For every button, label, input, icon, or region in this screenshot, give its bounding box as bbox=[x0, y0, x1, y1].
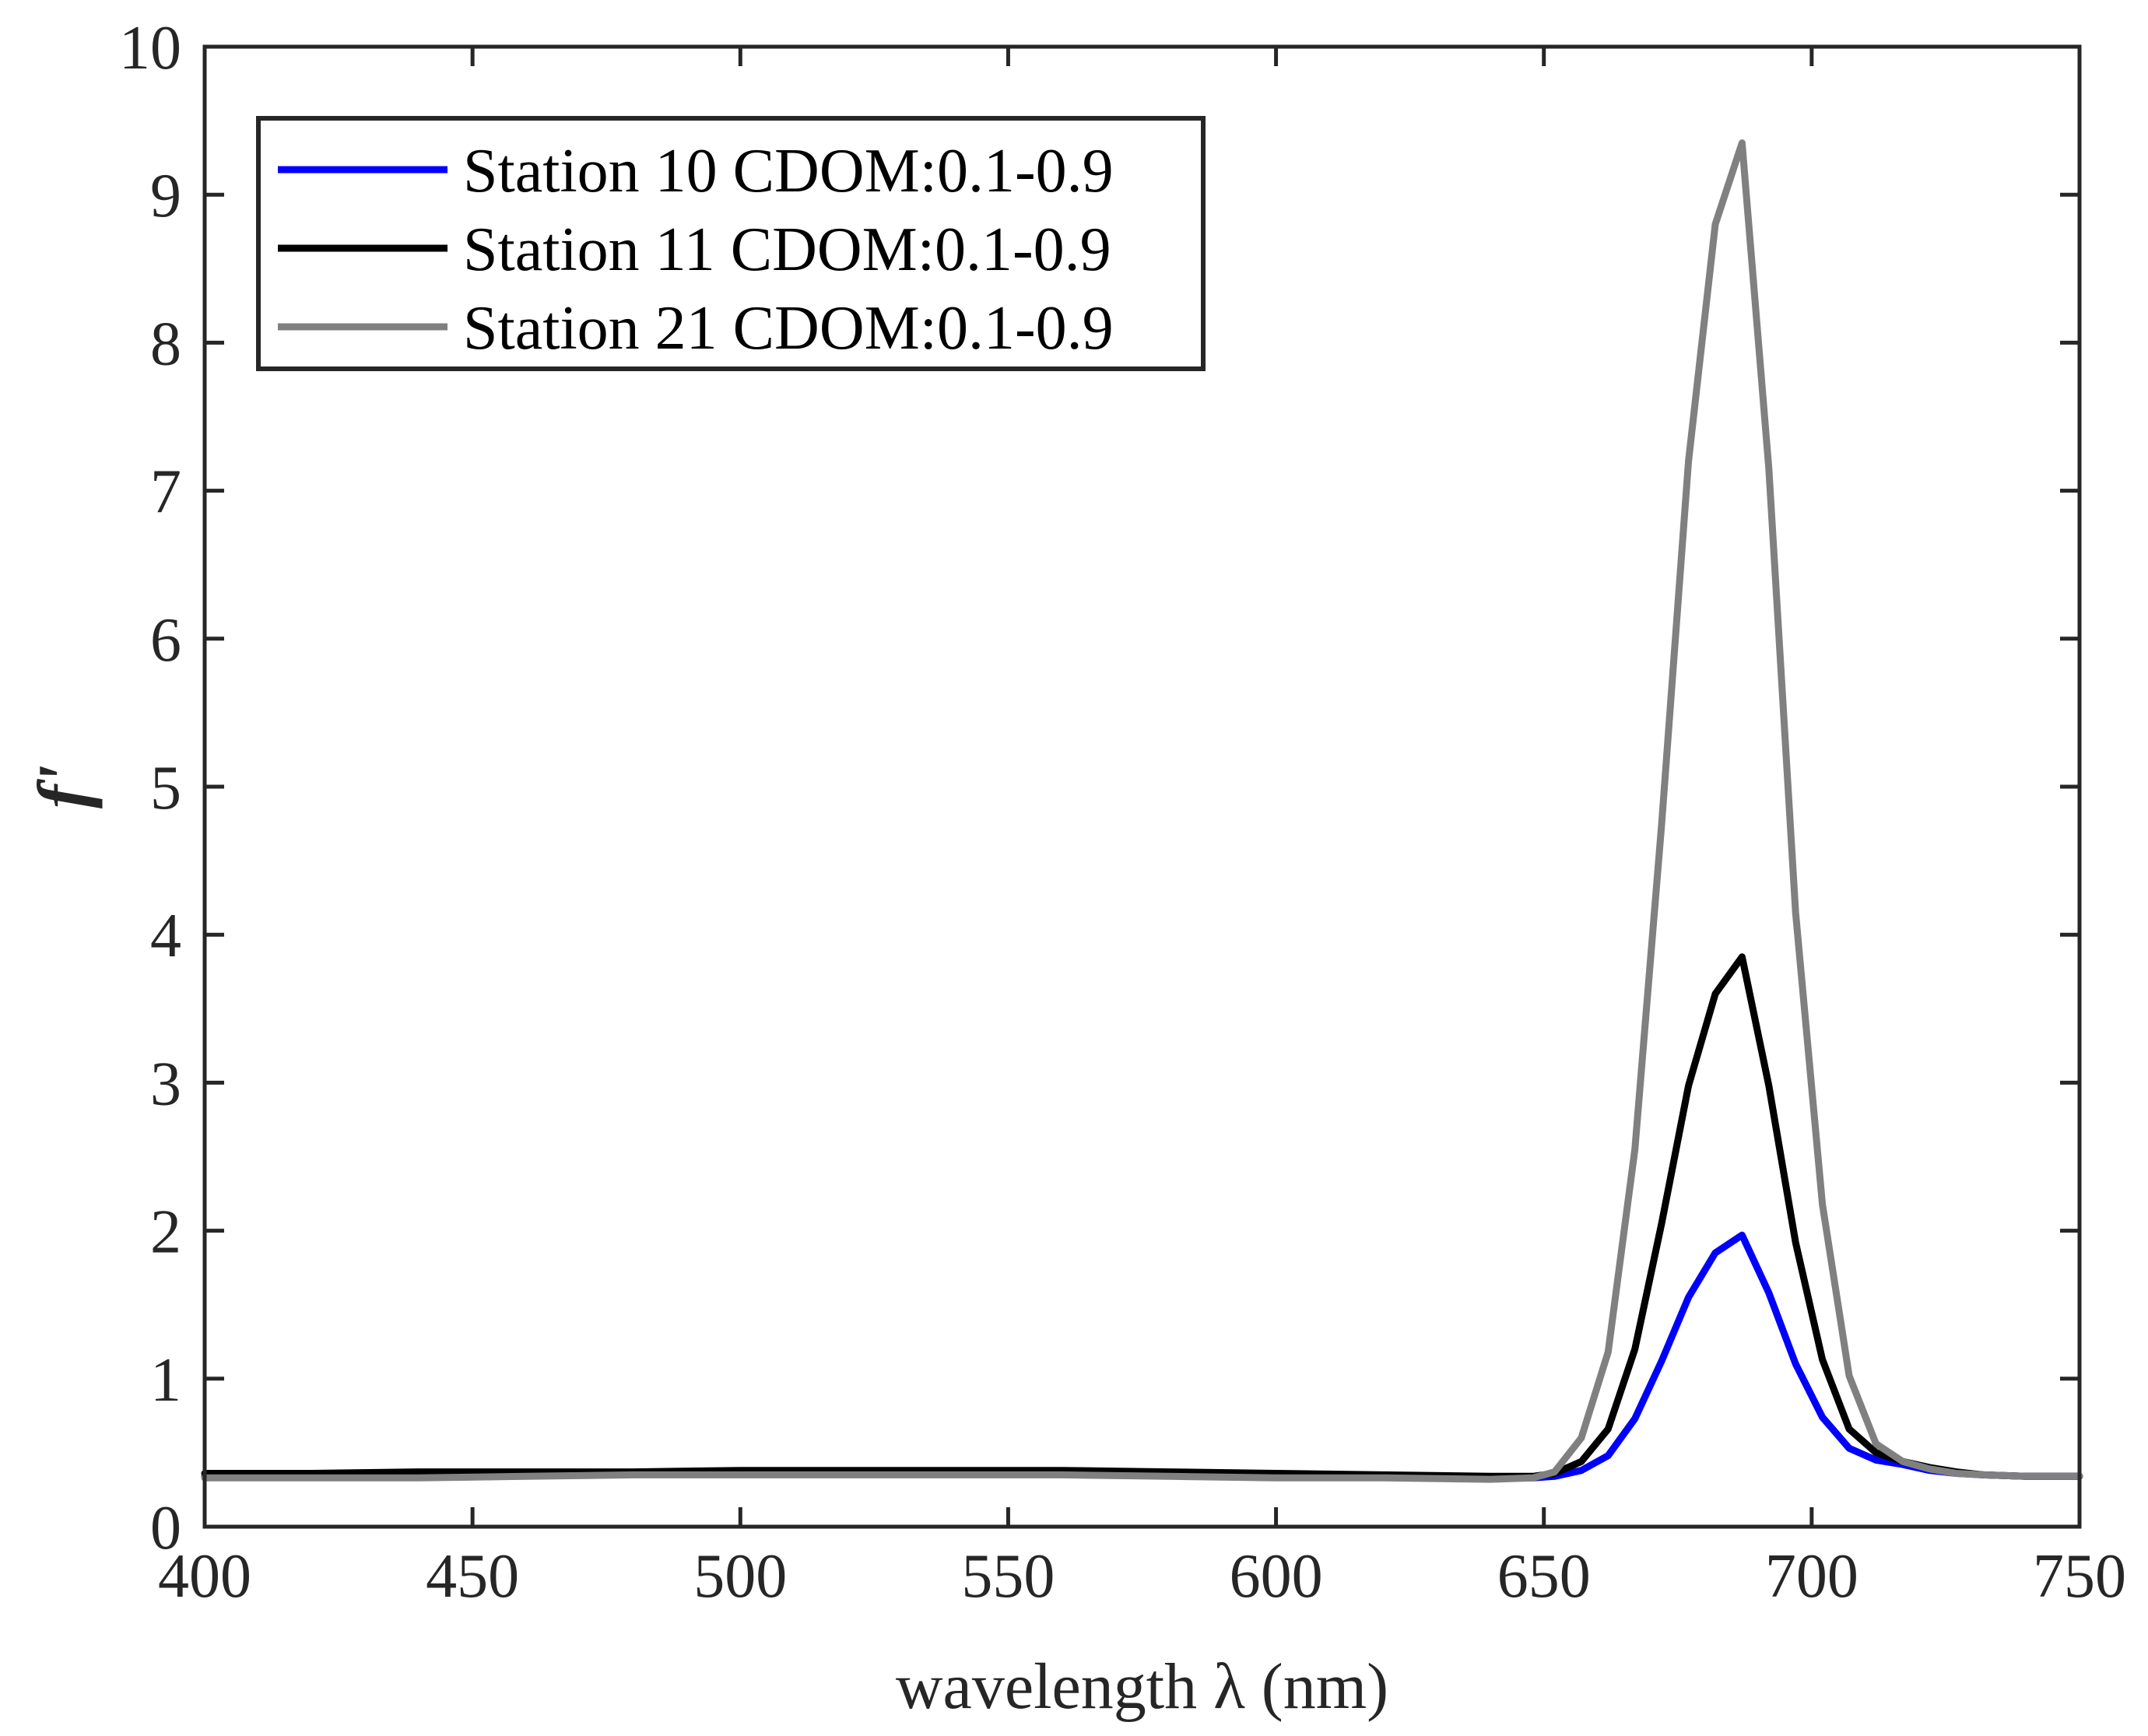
x-axis-label: wavelength λ (nm) bbox=[896, 1650, 1388, 1723]
x-tick-label: 700 bbox=[1765, 1542, 1858, 1611]
y-tick-label: 10 bbox=[119, 14, 181, 82]
series-line-3 bbox=[201, 139, 2083, 1483]
y-tick-label: 6 bbox=[150, 606, 181, 675]
legend-label-3: Station 21 CDOM:0.1-0.9 bbox=[463, 294, 1114, 363]
plot-area-frame bbox=[202, 44, 2082, 1529]
x-tick-label: 750 bbox=[2033, 1542, 2126, 1611]
y-tick-label: 0 bbox=[150, 1494, 181, 1562]
y-tick-label: 7 bbox=[150, 458, 181, 527]
legend-label-1: Station 10 CDOM:0.1-0.9 bbox=[463, 137, 1114, 205]
y-tick-label: 3 bbox=[150, 1050, 181, 1118]
x-tick-label: 550 bbox=[961, 1542, 1055, 1611]
y-axis-label: f' bbox=[23, 765, 103, 808]
x-tick-label: 450 bbox=[426, 1542, 519, 1611]
y-tick-label: 5 bbox=[150, 754, 181, 822]
y-tick-label: 9 bbox=[150, 162, 181, 230]
x-tick-label: 500 bbox=[693, 1542, 787, 1611]
x-tick-label: 400 bbox=[158, 1542, 251, 1611]
x-tick-label: 650 bbox=[1497, 1542, 1591, 1611]
y-tick-label: 4 bbox=[150, 902, 181, 970]
legend-label-2: Station 11 CDOM:0.1-0.9 bbox=[463, 216, 1111, 284]
legend: Station 10 CDOM:0.1-0.9 Station 11 CDOM:0… bbox=[256, 116, 1206, 371]
x-tick-label: 600 bbox=[1230, 1542, 1323, 1611]
y-tick-label: 8 bbox=[150, 310, 181, 378]
y-tick-label: 1 bbox=[150, 1346, 181, 1415]
ticks-layer: 400 450 500 550 600 650 700 750 0 1 2 3 4 5 6 7 8 9 10 bbox=[119, 14, 2126, 1611]
y-tick-label: 2 bbox=[150, 1198, 181, 1267]
series-layer bbox=[201, 139, 2083, 1483]
